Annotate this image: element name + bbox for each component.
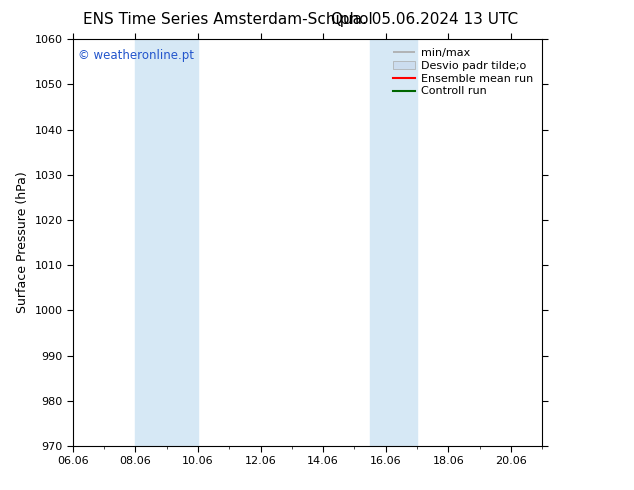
- Bar: [136, 39, 198, 446]
- Text: Qua. 05.06.2024 13 UTC: Qua. 05.06.2024 13 UTC: [331, 12, 519, 27]
- Bar: [370, 39, 417, 446]
- Legend: min/max, Desvio padr tilde;o, Ensemble mean run, Controll run: min/max, Desvio padr tilde;o, Ensemble m…: [390, 45, 536, 100]
- Text: © weatheronline.pt: © weatheronline.pt: [77, 49, 193, 62]
- Text: ENS Time Series Amsterdam-Schiphol: ENS Time Series Amsterdam-Schiphol: [83, 12, 373, 27]
- Y-axis label: Surface Pressure (hPa): Surface Pressure (hPa): [16, 172, 29, 314]
